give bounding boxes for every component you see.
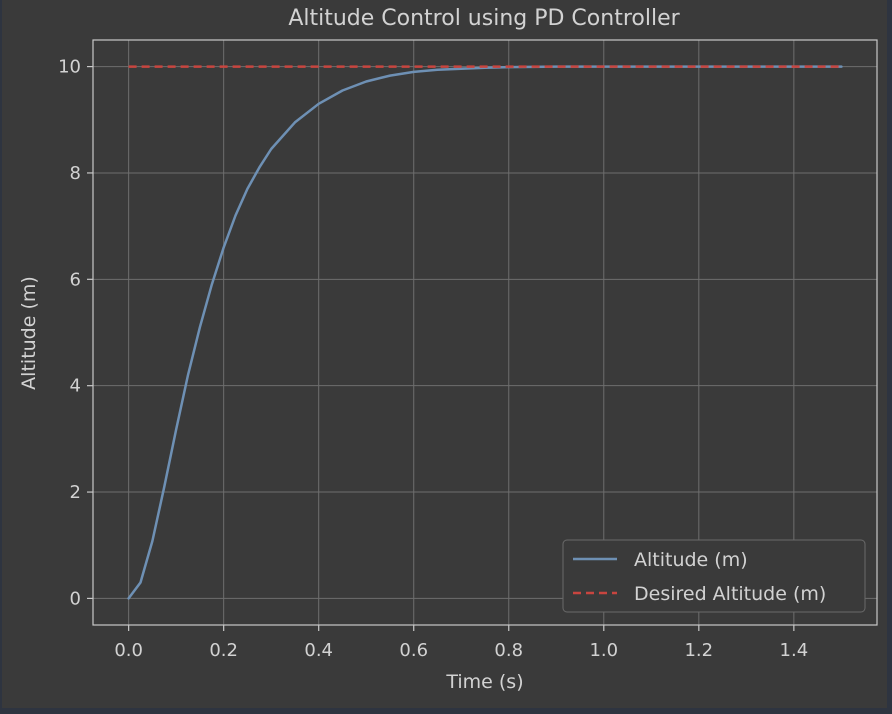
y-axis-label: Altitude (m)	[18, 276, 40, 390]
series-layer	[127, 65, 843, 600]
y-tick-label: 4	[70, 376, 81, 397]
y-tick-label: 2	[70, 482, 81, 503]
x-tick-label: 0.4	[304, 640, 333, 661]
legend: Altitude (m) Desired Altitude (m)	[562, 539, 866, 613]
axis-ticks: 0.0 0.2 0.4 0.6 0.8 1.0 1.2 1.4 0 2 4 6 8 10	[58, 57, 808, 661]
y-tick-label: 0	[70, 588, 81, 609]
x-tick-label: 0.8	[494, 640, 523, 661]
y-tick-label: 8	[70, 163, 81, 184]
altitude-line	[127, 65, 843, 600]
legend-label-desired: Desired Altitude (m)	[634, 583, 826, 605]
x-tick-label: 0.6	[399, 640, 428, 661]
plot-area-frame	[92, 39, 878, 626]
legend-box	[562, 539, 866, 613]
grid-lines	[93, 40, 877, 625]
x-axis-label: Time (s)	[445, 671, 523, 693]
x-tick-label: 1.0	[589, 640, 618, 661]
x-tick-label: 1.4	[780, 640, 809, 661]
legend-label-altitude: Altitude (m)	[634, 549, 748, 571]
x-tick-label: 1.2	[684, 640, 713, 661]
chart-title: Altitude Control using PD Controller	[288, 6, 680, 31]
y-tick-label: 10	[58, 57, 81, 78]
x-tick-label: 0.2	[209, 640, 238, 661]
x-tick-label: 0.0	[114, 640, 143, 661]
y-tick-label: 6	[70, 269, 81, 290]
